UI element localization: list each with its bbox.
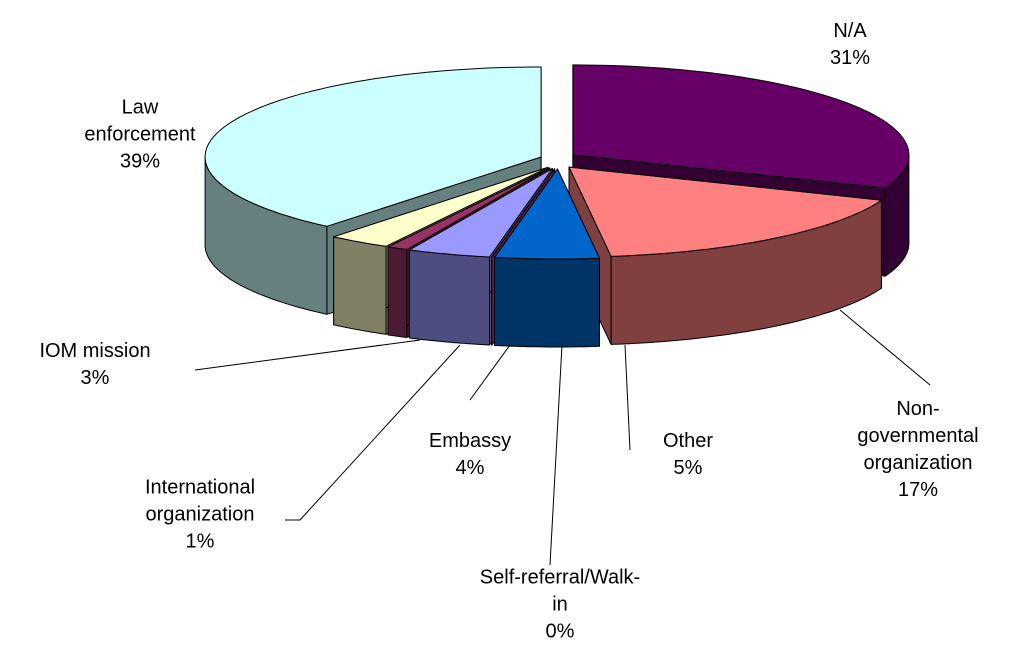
- data-label: Other 5%: [643, 428, 733, 482]
- slice-top: [494, 168, 600, 260]
- slice-top: [491, 168, 556, 258]
- category: Law enforcement: [84, 96, 196, 146]
- category: International organization: [144, 476, 256, 526]
- percent: 31%: [829, 47, 871, 69]
- leader-line: [839, 309, 931, 386]
- data-label: International organization 1%: [115, 475, 285, 556]
- category: N/A: [833, 20, 867, 42]
- category: Other: [662, 430, 714, 452]
- percent: 1%: [185, 530, 215, 553]
- leader-line: [285, 344, 461, 521]
- leader-line: [549, 344, 563, 566]
- data-label: IOM mission 3%: [10, 338, 180, 392]
- percent: 4%: [455, 457, 485, 479]
- percent: 3%: [80, 367, 110, 389]
- slice-wall: [387, 246, 408, 338]
- slice-wall: [333, 236, 387, 335]
- slice-top: [568, 166, 882, 257]
- slice-top: [572, 64, 910, 189]
- category: Embassy: [428, 430, 512, 452]
- percent: 5%: [673, 457, 703, 479]
- leader-line: [624, 344, 631, 451]
- category: IOM mission: [39, 340, 151, 362]
- leader-line: [194, 339, 421, 371]
- data-label: Law enforcement 39%: [75, 95, 205, 176]
- leader-line: [469, 344, 511, 401]
- data-label: Embassy 4%: [415, 428, 525, 482]
- data-label: Non-governmental organization 17%: [843, 396, 993, 504]
- category: Self-referral/Walk-in: [479, 566, 641, 616]
- percent: 39%: [119, 150, 161, 173]
- slice-wall: [408, 249, 490, 346]
- percent: 17%: [897, 479, 939, 501]
- slice-wall: [494, 256, 600, 348]
- slice-top: [387, 167, 551, 250]
- data-label: N/A 31%: [805, 18, 895, 72]
- slice-top: [408, 168, 553, 258]
- data-label: Self-referral/Walk-in 0%: [475, 565, 645, 646]
- category: Non-governmental organization: [857, 398, 979, 474]
- slice-top: [333, 166, 549, 247]
- slice-top: [204, 66, 542, 227]
- percent: 0%: [545, 620, 575, 643]
